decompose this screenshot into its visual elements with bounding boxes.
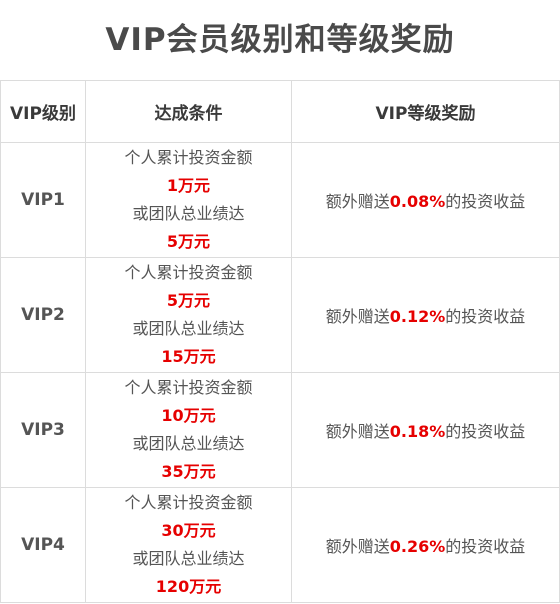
condition-personal-label: 个人累计投资金额 — [124, 263, 253, 282]
condition-team-label: 或团队总业绩达 — [132, 204, 245, 223]
reward-rate: 0.18% — [389, 422, 446, 441]
reward-rate: 0.08% — [389, 192, 446, 211]
reward-cell: 额外赠送0.26%的投资收益 — [291, 487, 560, 603]
reward-prefix: 额外赠送 — [325, 422, 390, 441]
condition-cell: 个人累计投资金额 1万元 或团队总业绩达 5万元 — [85, 142, 292, 258]
condition-personal-amount: 5万元 — [166, 291, 211, 310]
reward-suffix: 的投资收益 — [445, 537, 526, 556]
table-header-row: VIP级别 达成条件 VIP等级奖励 — [0, 80, 560, 143]
table-row: VIP4 个人累计投资金额 30万元 或团队总业绩达 120万元 额外赠送0.2… — [0, 487, 560, 603]
reward-rate: 0.12% — [389, 307, 446, 326]
reward-cell: 额外赠送0.12%的投资收益 — [291, 257, 560, 373]
condition-team-label: 或团队总业绩达 — [132, 434, 245, 453]
condition-team-amount: 15万元 — [161, 347, 216, 366]
condition-cell: 个人累计投资金额 5万元 或团队总业绩达 15万元 — [85, 257, 292, 373]
table-row: VIP1 个人累计投资金额 1万元 或团队总业绩达 5万元 额外赠送0.08%的… — [0, 142, 560, 258]
condition-team-amount: 120万元 — [155, 577, 222, 596]
condition-personal-label: 个人累计投资金额 — [124, 378, 253, 397]
reward-suffix: 的投资收益 — [445, 422, 526, 441]
vip-level-cell: VIP3 — [0, 372, 86, 488]
condition-team-label: 或团队总业绩达 — [132, 319, 245, 338]
vip-level-table: VIP级别 达成条件 VIP等级奖励 VIP1 个人累计投资金额 1万元 或团队… — [0, 80, 560, 603]
condition-cell: 个人累计投资金额 10万元 或团队总业绩达 35万元 — [85, 372, 292, 488]
reward-suffix: 的投资收益 — [445, 192, 526, 211]
condition-team-amount: 35万元 — [161, 462, 216, 481]
condition-personal-label: 个人累计投资金额 — [124, 493, 253, 512]
condition-team-label: 或团队总业绩达 — [132, 549, 245, 568]
reward-prefix: 额外赠送 — [325, 307, 390, 326]
condition-personal-label: 个人累计投资金额 — [124, 148, 253, 167]
reward-rate: 0.26% — [389, 537, 446, 556]
page-title: VIP会员级别和等级奖励 — [105, 22, 455, 58]
condition-personal-amount: 30万元 — [161, 521, 216, 540]
reward-suffix: 的投资收益 — [445, 307, 526, 326]
reward-cell: 额外赠送0.08%的投资收益 — [291, 142, 560, 258]
table-row: VIP3 个人累计投资金额 10万元 或团队总业绩达 35万元 额外赠送0.18… — [0, 372, 560, 488]
reward-cell: 额外赠送0.18%的投资收益 — [291, 372, 560, 488]
reward-prefix: 额外赠送 — [325, 192, 390, 211]
table-row: VIP2 个人累计投资金额 5万元 或团队总业绩达 15万元 额外赠送0.12%… — [0, 257, 560, 373]
condition-personal-amount: 1万元 — [166, 176, 211, 195]
header-vip-level: VIP级别 — [0, 80, 86, 143]
reward-prefix: 额外赠送 — [325, 537, 390, 556]
header-reward: VIP等级奖励 — [291, 80, 560, 143]
header-condition: 达成条件 — [85, 80, 292, 143]
condition-personal-amount: 10万元 — [161, 406, 216, 425]
condition-team-amount: 5万元 — [166, 232, 211, 251]
condition-cell: 个人累计投资金额 30万元 或团队总业绩达 120万元 — [85, 487, 292, 603]
vip-level-cell: VIP4 — [0, 487, 86, 603]
vip-level-cell: VIP2 — [0, 257, 86, 373]
vip-level-cell: VIP1 — [0, 142, 86, 258]
